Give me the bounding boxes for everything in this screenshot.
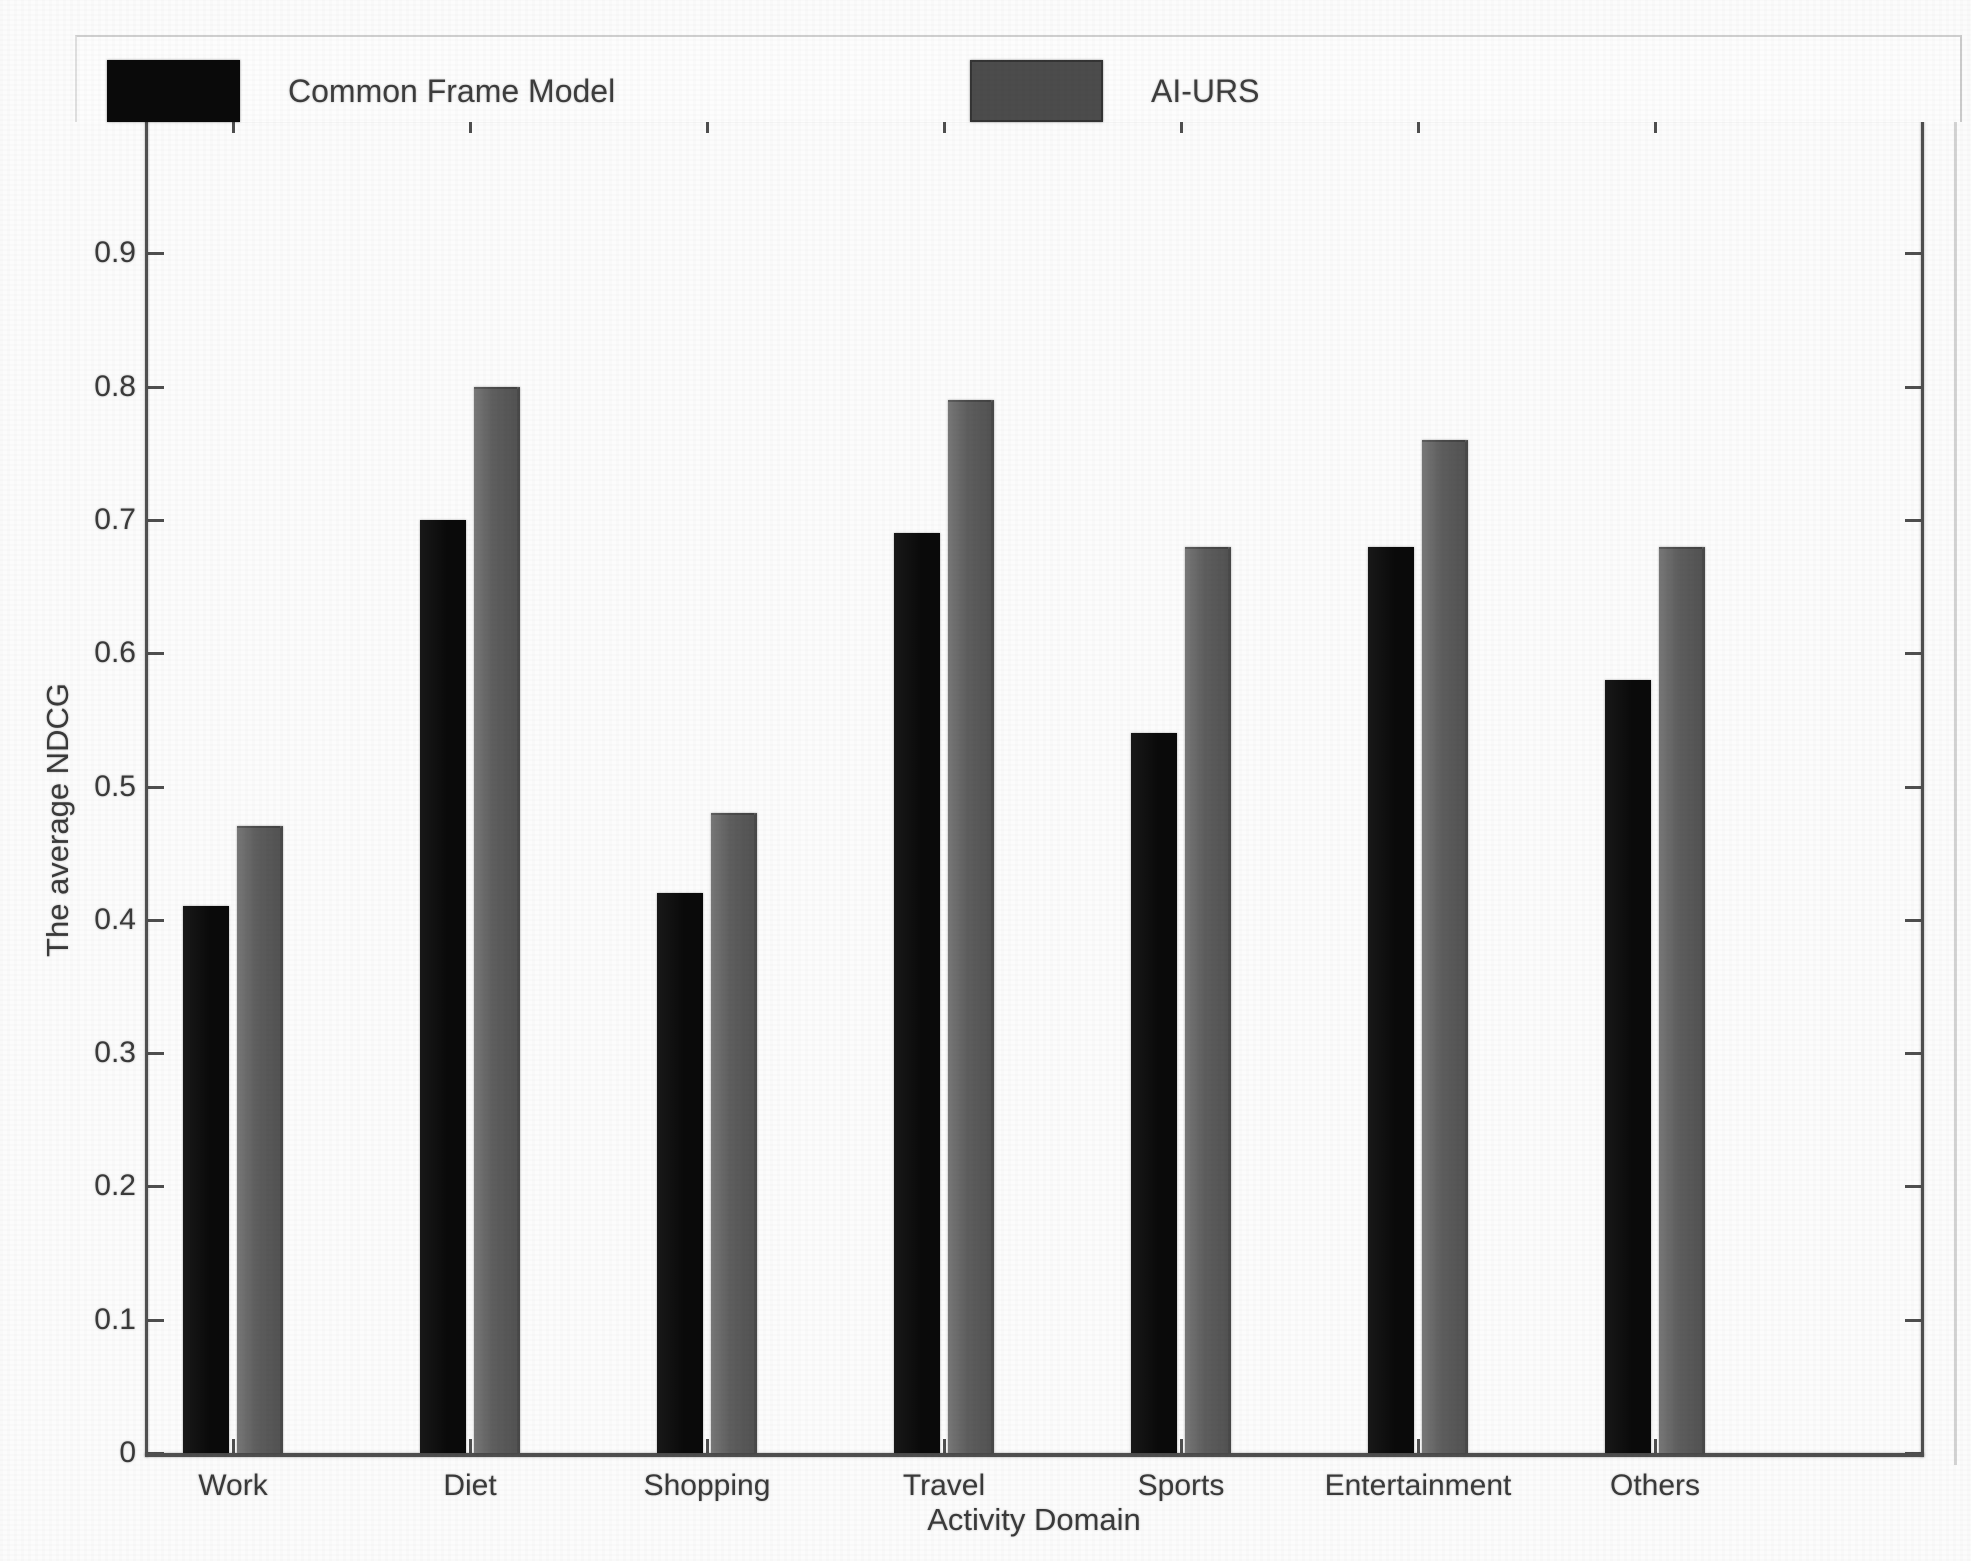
legend-swatch-common-frame-model [107, 60, 240, 122]
x-tick-bottom [1417, 1439, 1420, 1453]
bar-sports-common-frame-model [1131, 733, 1177, 1453]
bar-entertainment-common-frame-model [1368, 547, 1414, 1453]
bar-shopping-common-frame-model [657, 893, 703, 1453]
legend-item-common-frame-model: Common Frame Model [107, 60, 615, 122]
x-axis-title: Activity Domain [927, 1502, 1141, 1537]
bar-others-ai-urs [1659, 547, 1705, 1453]
y-tick-label: 0.3 [94, 1036, 136, 1070]
y-tick-left [148, 1185, 164, 1189]
legend-swatch-ai-urs [970, 60, 1103, 122]
y-tick-right [1905, 785, 1921, 789]
x-tick-label-others: Others [1609, 1469, 1701, 1502]
x-tick-bottom [706, 1439, 709, 1453]
y-tick-left [148, 518, 164, 522]
y-tick-label: 0.1 [94, 1302, 136, 1336]
x-tick-top [469, 121, 472, 133]
bar-sports-ai-urs [1185, 547, 1231, 1453]
y-tick-left [148, 1318, 164, 1322]
x-tick-top [1417, 121, 1420, 133]
y-tick-left [148, 785, 164, 789]
y-tick-label: 0.7 [94, 502, 136, 536]
legend-label-ai-urs: AI-URS [1151, 72, 1260, 109]
y-tick-right [1905, 252, 1921, 256]
bar-diet-common-frame-model [420, 520, 466, 1453]
y-axis-line [145, 118, 148, 1457]
y-tick-right [1905, 918, 1921, 922]
x-tick-label-work: Work [198, 1469, 268, 1502]
bar-travel-ai-urs [948, 400, 994, 1453]
legend-label-common-frame-model: Common Frame Model [288, 72, 616, 109]
y-tick-label: 0.4 [94, 902, 136, 936]
bar-work-common-frame-model [183, 906, 229, 1453]
x-tick-top [706, 121, 709, 133]
x-tick-top [1654, 121, 1657, 133]
bar-shopping-ai-urs [711, 813, 757, 1453]
x-tick-label-sports: Sports [1137, 1469, 1225, 1502]
right-axis-line [1921, 118, 1924, 1457]
x-tick-bottom [1654, 1439, 1657, 1453]
y-tick-label: 0.8 [94, 369, 136, 403]
x-tick-bottom [232, 1439, 235, 1453]
y-tick-left [148, 385, 164, 389]
x-tick-bottom [1180, 1439, 1183, 1453]
y-tick-left [148, 1052, 164, 1056]
y-tick-left [148, 252, 164, 256]
y-tick-right [1905, 518, 1921, 522]
y-tick-right [1905, 652, 1921, 656]
bar-entertainment-ai-urs [1422, 440, 1468, 1453]
y-tick-right [1905, 1185, 1921, 1189]
x-tick-label-entertainment: Entertainment [1324, 1469, 1512, 1502]
x-tick-label-travel: Travel [902, 1469, 986, 1502]
legend: Common Frame Model AI-URS [75, 35, 1962, 122]
legend-item-ai-urs: AI-URS [970, 60, 1259, 122]
bar-diet-ai-urs [474, 387, 520, 1453]
x-axis-line [145, 1453, 1924, 1457]
y-tick-label: 0.5 [94, 769, 136, 803]
y-tick-label: 0 [119, 1436, 136, 1469]
y-tick-left [148, 652, 164, 656]
x-tick-top [943, 121, 946, 133]
y-tick-label: 0.9 [94, 236, 136, 270]
y-tick-right [1905, 385, 1921, 389]
bar-travel-common-frame-model [894, 533, 940, 1453]
x-tick-bottom [943, 1439, 946, 1453]
bar-others-common-frame-model [1605, 680, 1651, 1453]
x-tick-label-diet: Diet [443, 1469, 497, 1502]
y-tick-right [1905, 1318, 1921, 1322]
x-tick-top [232, 121, 235, 133]
bar-work-ai-urs [237, 826, 283, 1453]
y-tick-left [148, 918, 164, 922]
y-tick-right [1905, 1052, 1921, 1056]
x-tick-label-shopping: Shopping [643, 1469, 771, 1502]
y-tick-label: 0.6 [94, 636, 136, 670]
y-tick-label: 0.2 [94, 1169, 136, 1203]
scan-edge-line [1954, 35, 1957, 1465]
x-tick-top [1180, 121, 1183, 133]
x-tick-bottom [469, 1439, 472, 1453]
